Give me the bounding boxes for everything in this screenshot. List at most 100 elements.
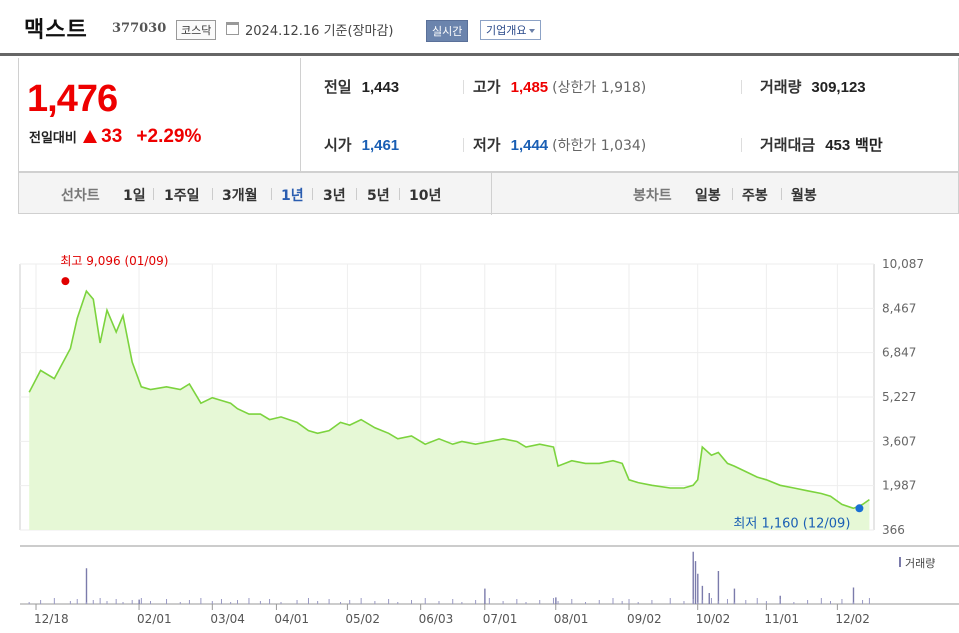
prev-close-label: 전일	[324, 78, 352, 96]
volume-bar	[237, 600, 239, 604]
volume-bar	[733, 602, 735, 604]
volume-bar	[697, 602, 699, 604]
volume-bar	[340, 602, 342, 604]
volume-bar	[651, 600, 653, 604]
candle-daily[interactable]: 일봉	[695, 188, 721, 204]
volume-bar	[502, 601, 504, 604]
period-1w[interactable]: 1주일	[164, 188, 200, 204]
volume-bar	[745, 600, 747, 604]
volume-bar	[69, 601, 71, 604]
price-area	[29, 291, 870, 530]
volume-bar	[424, 598, 426, 604]
volume-bar	[683, 601, 685, 604]
open-price: 시가 1,461	[324, 134, 399, 155]
price-panel: 1,476 전일대비 33 +2.29% 전일 1,443 고가 1,485 (상한가…	[18, 58, 959, 172]
divider	[153, 188, 154, 200]
volume-bar	[411, 600, 413, 604]
volume-bar	[475, 600, 477, 604]
max-label: 최고 9,096 (01/09)	[60, 254, 168, 268]
volume-legend-icon	[899, 557, 901, 567]
y-tick-label: 6,847	[882, 346, 916, 360]
change-value: 33	[101, 126, 123, 147]
y-tick-label: 5,227	[882, 390, 916, 404]
x-tick-label: 12/02	[835, 612, 870, 626]
volume-bar	[220, 599, 222, 604]
low-value: 1,444	[510, 137, 549, 154]
high-value: 1,485	[510, 79, 549, 96]
trade-amount: 거래대금 453 백만	[760, 134, 883, 155]
x-tick-label: 03/04	[210, 612, 245, 626]
current-price: 1,476	[27, 78, 118, 120]
stock-name: 맥스트	[24, 18, 88, 43]
volume-bar	[115, 599, 117, 604]
price-chart-svg: 10,087 8,467 6,847 5,227 3,607 1,987 366 12/18 0…	[19, 254, 959, 626]
volume-bar	[99, 598, 101, 604]
period-5y[interactable]: 5년	[367, 188, 390, 204]
x-tick-label: 10/02	[696, 612, 731, 626]
volume-bar	[539, 600, 541, 604]
volume-bar	[76, 599, 78, 604]
volume-bar	[621, 601, 623, 604]
volume-bar	[726, 599, 728, 604]
x-tick-label: 07/01	[483, 612, 518, 626]
volume-bar	[862, 600, 864, 604]
volume-bar	[697, 573, 699, 604]
volume-bar	[200, 598, 202, 604]
divider	[399, 188, 400, 200]
x-tick-label: 09/02	[627, 612, 662, 626]
volume-bar	[230, 602, 232, 604]
volume-bar	[516, 599, 518, 604]
period-3y[interactable]: 3년	[323, 188, 346, 204]
change-rate: +2.29%	[136, 126, 202, 147]
volume-bar	[708, 593, 710, 604]
volume-value: 309,123	[811, 79, 866, 96]
candle-weekly[interactable]: 주봉	[742, 188, 768, 204]
volume-bar	[328, 599, 330, 604]
volume-bar	[85, 568, 88, 604]
volume-bar	[852, 602, 854, 604]
divider	[212, 188, 213, 200]
volume-bar	[779, 599, 781, 604]
period-10y[interactable]: 10년	[409, 188, 442, 204]
realtime-button[interactable]: 실시간	[426, 20, 469, 42]
x-tick-label: 08/01	[554, 612, 589, 626]
open-value: 1,461	[361, 137, 400, 154]
volume-bar	[317, 601, 319, 604]
volume-bar	[85, 602, 87, 604]
volume-bar	[452, 599, 454, 604]
volume-bar	[852, 587, 855, 604]
volume-bar	[612, 598, 614, 604]
volume-bar	[555, 597, 557, 604]
calendar-icon	[226, 22, 239, 35]
volume-bar	[438, 601, 440, 604]
candle-chart-label: 봉차트	[633, 188, 672, 204]
price-chart[interactable]: 10,087 8,467 6,847 5,227 3,607 1,987 366 12/18 0…	[0, 214, 959, 633]
volume-bar	[669, 598, 671, 604]
volume-bar	[188, 600, 190, 604]
company-overview-button[interactable]: 기업개요	[480, 20, 542, 40]
period-3m[interactable]: 3개월	[222, 188, 258, 204]
x-tick-label: 11/01	[764, 612, 799, 626]
amount-label: 거래대금	[760, 136, 816, 154]
volume-bar	[557, 601, 559, 604]
change-row: 전일대비 33 +2.29%	[29, 126, 201, 148]
volume-bar	[131, 600, 133, 604]
stock-code: 377030	[112, 21, 167, 36]
min-point-dot	[855, 504, 864, 513]
volume-bar	[150, 601, 152, 604]
open-label: 시가	[324, 136, 352, 154]
candle-monthly[interactable]: 월봉	[791, 188, 817, 204]
volume-bar	[484, 588, 486, 604]
market-badge: 코스닥	[176, 20, 217, 40]
volume-bar	[525, 602, 527, 604]
amount-unit: 백만	[855, 137, 883, 154]
volume-bar	[349, 600, 351, 604]
volume-bar	[166, 599, 168, 604]
period-1d[interactable]: 1일	[123, 188, 146, 204]
low-price: 저가 1,444 (하한가 1,034)	[473, 134, 646, 155]
prev-close: 전일 1,443	[324, 76, 399, 97]
volume-bar	[807, 600, 809, 604]
y-tick-label: 366	[882, 523, 905, 537]
caret-down-icon	[529, 29, 536, 33]
period-1y[interactable]: 1년	[281, 188, 304, 204]
